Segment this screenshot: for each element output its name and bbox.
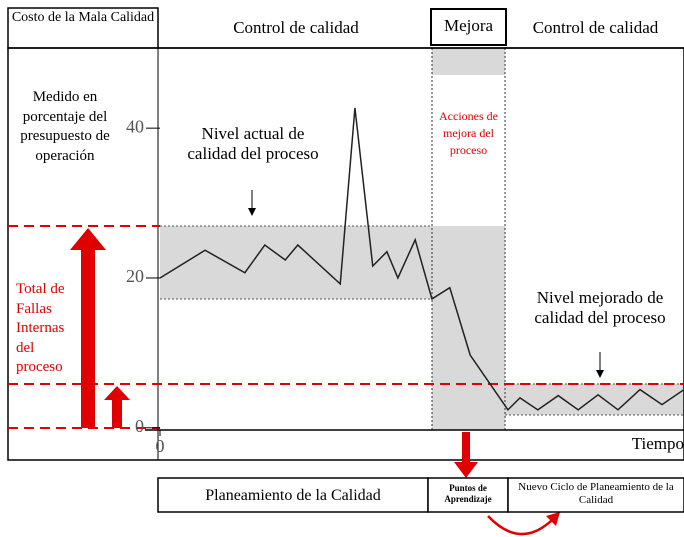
annotation: Acciones de mejora del proceso [439, 109, 498, 157]
improved-band [505, 384, 684, 415]
header-box [430, 8, 507, 46]
header: Control de calidad [532, 18, 659, 37]
header: Costo de la Mala Calidad [11, 10, 155, 25]
bottom-label: Nuevo Ciclo de Planeamiento de la Calida… [518, 481, 674, 507]
bottom-box [507, 477, 684, 513]
header: Mejora [443, 16, 494, 35]
x-tick-label: 0 [156, 436, 165, 456]
line [159, 107, 684, 411]
y-tick-label: 0 [135, 416, 144, 436]
annotation: Nivel actual de calidad del proceso [187, 124, 319, 164]
annotation: Total de Fallas Internas del proceso [16, 281, 65, 375]
frame [7, 47, 684, 461]
annotation: Nivel mejorado de calidad del proceso [534, 288, 666, 328]
x-label: Tiempo [631, 434, 684, 453]
y-tick-label: 40 [126, 116, 144, 136]
improve-band-top [432, 48, 505, 75]
cycle-arrow [487, 515, 553, 536]
y-tick-label: 20 [126, 266, 144, 286]
pointer-head [248, 208, 256, 216]
red-arrow [104, 386, 130, 428]
red-arrow [454, 432, 478, 478]
header: Control de calidad [233, 18, 359, 37]
y-label: Medido en porcentaje del presupuesto de … [20, 89, 110, 164]
red-arrow [70, 228, 106, 428]
current-band [160, 226, 432, 299]
bottom-label: Puntos de Aprendizaje [444, 483, 492, 504]
improve-band [432, 226, 505, 430]
pointer-head [596, 370, 604, 378]
bottom-label: Planeamiento de la Calidad [205, 487, 381, 504]
cycle-arrowhead [546, 512, 560, 526]
